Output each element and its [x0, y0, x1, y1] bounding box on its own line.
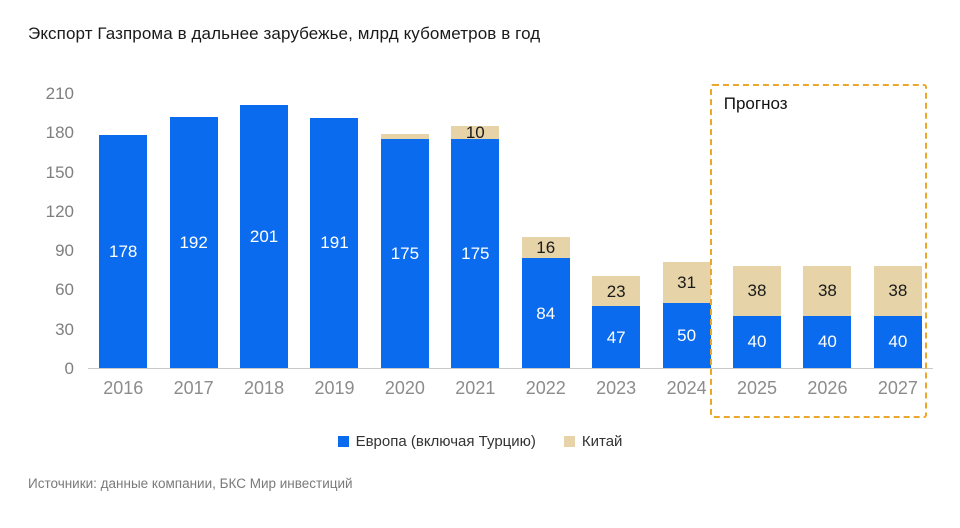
bar-column-2017: 192 — [158, 94, 228, 368]
bar-column-2022: 16 84 — [511, 94, 581, 368]
bar-value-label: 23 — [606, 281, 626, 301]
europe-segment: 84 — [521, 258, 570, 368]
y-tick-label: 60 — [55, 280, 74, 300]
europe-segment: 191 — [310, 117, 359, 368]
bar-value-label: 50 — [677, 325, 697, 345]
y-tick-label: 90 — [55, 241, 74, 261]
europe-segment: 175 — [380, 138, 429, 368]
europe-segment: 175 — [451, 138, 500, 368]
legend-label: Европа (включая Турцию) — [355, 433, 536, 450]
bar-value-label: 40 — [747, 332, 767, 352]
x-tick-label: 2024 — [666, 378, 707, 398]
x-tick-label: 2018 — [244, 378, 285, 398]
china-segment: 38 — [873, 265, 922, 316]
legend-label: Китай — [581, 433, 623, 450]
x-tick-label: 2021 — [455, 378, 496, 398]
stacked-bar: 192 — [169, 116, 218, 368]
china-segment: 10 — [451, 122, 500, 142]
bar-column-2027: 38 40 — [863, 94, 933, 368]
bar-value-label: 38 — [747, 281, 767, 301]
bar-value-label: 38 — [817, 281, 837, 301]
y-tick-label: 180 — [45, 123, 74, 143]
bar-column-2016: 178 — [88, 94, 158, 368]
stacked-bar: 16 84 — [521, 237, 570, 368]
chart-title: Экспорт Газпрома в дальнее зарубежье, мл… — [28, 24, 541, 43]
legend: Европа (включая Турцию) Китай — [28, 433, 932, 450]
bar-value-label: 40 — [888, 332, 908, 352]
bar-value-label: 201 — [249, 226, 279, 246]
x-tick-label: 2022 — [525, 378, 566, 398]
stacked-bar: 10 175 — [451, 122, 500, 368]
europe-segment: 192 — [169, 116, 218, 368]
bar-value-label: 47 — [606, 327, 626, 347]
china-segment: 16 — [521, 237, 570, 258]
bar-value-label: 16 — [536, 238, 556, 258]
legend-marker — [337, 436, 349, 447]
europe-segment: 50 — [662, 302, 711, 368]
bar-value-label: 175 — [461, 243, 490, 263]
bar-column-2020: 175 — [370, 94, 440, 368]
x-tick-label: 2023 — [596, 378, 637, 398]
bar-value-label: 178 — [109, 241, 138, 261]
bar-column-2024: 31 50 — [651, 94, 721, 368]
stacked-bar: 31 50 — [662, 261, 711, 368]
stacked-bar: 178 — [99, 134, 148, 368]
bar-column-2019: 191 — [299, 94, 369, 368]
plot-area: 178 192 201 191 175 10 175 16 84 23 47 31 50 38 40 38 40… — [88, 94, 933, 369]
europe-segment: 201 — [240, 104, 289, 368]
bar-column-2025: 38 40 — [722, 94, 792, 368]
bar-value-label: 40 — [817, 332, 837, 352]
x-tick-label: 2016 — [103, 378, 144, 398]
china-segment: 38 — [803, 265, 852, 316]
plot-wrap: 178 192 201 191 175 10 175 16 84 23 47 31 50 38 40 38 40… — [88, 84, 933, 418]
bar-column-2023: 23 47 — [581, 94, 651, 368]
stacked-bar: 38 40 — [803, 265, 852, 368]
y-tick-label: 30 — [55, 319, 74, 339]
source-note: Источники: данные компании, БКС Мир инве… — [28, 476, 353, 491]
y-axis: 0 30 60 90 120 150 180 210 — [28, 84, 74, 378]
legend-item: Европа (включая Турцию) — [337, 433, 536, 450]
x-tick-label: 2019 — [314, 378, 355, 398]
x-tick-label: 2027 — [877, 378, 918, 398]
stacked-bar: 175 — [380, 133, 429, 368]
europe-segment: 178 — [99, 134, 148, 368]
china-segment: 31 — [662, 261, 711, 303]
china-segment: 23 — [592, 276, 641, 307]
bar-column-2021: 10 175 — [440, 94, 510, 368]
y-tick-label: 120 — [45, 201, 74, 221]
legend-item: Китай — [563, 433, 623, 450]
stacked-bar: 38 40 — [873, 265, 922, 368]
china-segment: 38 — [733, 265, 781, 316]
y-tick-label: 0 — [64, 359, 74, 378]
y-tick-label: 150 — [45, 162, 74, 182]
bar-value-label: 192 — [179, 232, 208, 252]
bar-value-label: 84 — [536, 303, 556, 323]
china-segment — [380, 133, 429, 139]
bar-value-label: 31 — [677, 272, 697, 292]
stacked-bar: 23 47 — [592, 276, 641, 368]
europe-segment: 40 — [803, 315, 852, 368]
y-tick-label: 210 — [45, 84, 74, 103]
x-tick-label: 2020 — [384, 378, 425, 398]
bar-column-2018: 201 — [229, 94, 299, 368]
europe-segment: 40 — [873, 315, 922, 368]
legend-marker — [563, 436, 575, 447]
x-tick-label: 2026 — [807, 378, 848, 398]
bar-column-2026: 38 40 — [792, 94, 862, 368]
stacked-bar: 191 — [310, 117, 359, 368]
bar-value-label: 175 — [390, 243, 420, 263]
europe-segment: 47 — [592, 306, 641, 368]
x-tick-label: 2025 — [736, 378, 778, 398]
stacked-bar: 38 40 — [733, 265, 781, 368]
bar-value-label: 191 — [320, 233, 349, 253]
x-tick-label: 2017 — [173, 378, 214, 398]
bar-value-label: 38 — [888, 281, 908, 301]
bar-chart: 0 30 60 90 120 150 180 210 178 192 201 191 175 10 175… — [28, 84, 933, 418]
x-axis: 2016 2017 2018 2019 2020 2021 2022 2023 2024 2025… — [88, 369, 933, 411]
bar-value-label: 10 — [465, 122, 485, 142]
europe-segment: 40 — [733, 315, 781, 368]
stacked-bar: 201 — [240, 104, 289, 368]
